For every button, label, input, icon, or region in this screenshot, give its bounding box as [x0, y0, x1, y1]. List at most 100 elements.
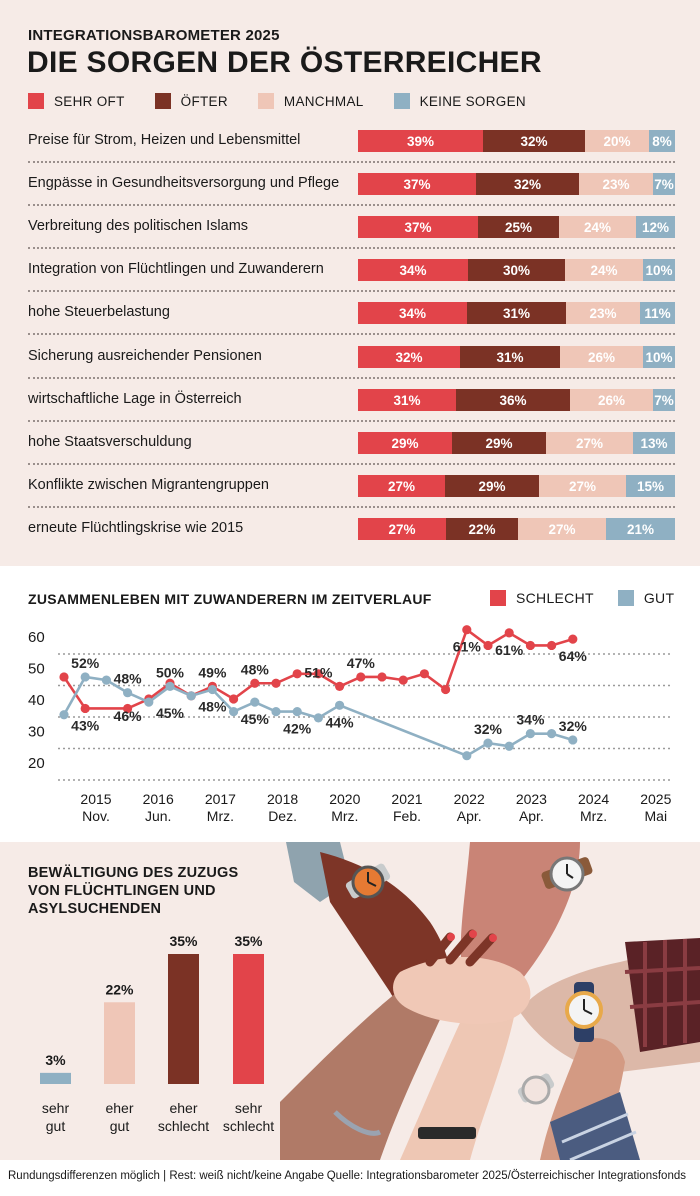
- bar-segment: 27%: [358, 475, 445, 497]
- coping-category-label: gut: [110, 1118, 130, 1134]
- row-divider: [28, 333, 675, 335]
- data-point: [101, 675, 111, 685]
- data-label: 34%: [516, 712, 545, 728]
- row-divider: [28, 420, 675, 422]
- concern-label: Konflikte zwischen Migrantengruppen: [28, 477, 269, 493]
- bar-segment: 27%: [539, 475, 626, 497]
- bar-segment: 15%: [626, 475, 675, 497]
- concern-row: Integration von Flüchtlingen und Zuwande…: [28, 259, 675, 283]
- x-tick-period: Feb.: [393, 808, 421, 824]
- data-point: [250, 678, 260, 688]
- x-tick-year: 2025: [640, 791, 671, 807]
- bar-segment: 27%: [546, 432, 633, 454]
- bar-segment: 27%: [358, 518, 446, 540]
- concern-bar: 27% 22% 27% 21%: [358, 518, 675, 540]
- bar-segment: 32%: [358, 346, 460, 368]
- data-label: 45%: [156, 705, 185, 721]
- row-divider: [28, 247, 675, 249]
- legend-swatch: [393, 93, 410, 109]
- sleeve-check-lines: [624, 939, 700, 1047]
- bar-segment: 10%: [643, 259, 675, 281]
- bar-segment: 8%: [649, 130, 675, 152]
- bar-segment: 32%: [483, 130, 585, 152]
- bar-segment: 23%: [566, 302, 640, 324]
- legend-swatch: [154, 93, 171, 109]
- bar-segment: 13%: [633, 432, 675, 454]
- data-label: 52%: [71, 655, 100, 671]
- legend-label: ÖFTER: [180, 93, 228, 109]
- data-point: [80, 703, 90, 714]
- footer-source: Quelle: Integrationsbarometer 2025/Öster…: [326, 1170, 686, 1182]
- row-divider: [28, 463, 675, 465]
- x-tick-year: 2016: [143, 791, 174, 807]
- hands-together-illustration: [280, 842, 700, 1160]
- coping-category-label: gut: [46, 1118, 66, 1134]
- legend-swatch: [28, 93, 44, 109]
- coping-chart: 3% sehr gut 22% eher gut 35% eher schlecht 35% seh…: [40, 933, 274, 1134]
- concern-label: hohe Steuerbelastung: [28, 304, 170, 320]
- data-point: [525, 640, 536, 651]
- nail-red: [489, 934, 497, 942]
- data-point: [229, 707, 239, 717]
- row-divider: [28, 506, 675, 508]
- concern-row: Engpässe in Gesundheitsversorgung und Pf…: [28, 173, 675, 197]
- legend-label: SEHR OFT: [54, 93, 125, 109]
- data-label: 64%: [559, 648, 588, 664]
- data-label: 48%: [198, 699, 227, 715]
- coping-value-label: 35%: [234, 933, 263, 949]
- data-label: 42%: [283, 721, 312, 737]
- data-point: [229, 694, 239, 704]
- coping-category-label: eher: [169, 1100, 197, 1116]
- x-tick-year: 2020: [329, 791, 360, 807]
- y-tick-label: 30: [28, 724, 45, 741]
- bar-segment: 26%: [560, 346, 643, 368]
- bar-segment: 37%: [358, 216, 478, 238]
- legend-swatch: [617, 590, 634, 606]
- data-point: [356, 672, 366, 682]
- x-tick-year: 2017: [205, 791, 236, 807]
- legend-swatch: [257, 93, 274, 109]
- watch-orange-icon: [345, 863, 391, 899]
- bar-segment: 26%: [570, 389, 653, 411]
- data-label: 45%: [241, 711, 270, 727]
- bar-segment: 34%: [358, 302, 467, 324]
- data-point: [398, 675, 408, 685]
- data-point: [123, 688, 133, 698]
- data-point: [80, 672, 90, 682]
- concern-label: erneute Flüchtlingskrise wie 2015: [28, 520, 244, 536]
- bar-segment: 24%: [559, 216, 636, 238]
- bar-segment: 7%: [653, 389, 675, 411]
- data-point: [292, 669, 302, 679]
- concern-label: Engpässe in Gesundheitsversorgung und Pf…: [28, 175, 340, 191]
- nail-red: [447, 933, 455, 941]
- data-point: [335, 700, 345, 710]
- data-label: 50%: [156, 664, 185, 680]
- bar-segment: 12%: [636, 216, 675, 238]
- data-point: [165, 681, 175, 691]
- concern-label: Sicherung ausreichender Pensionen: [28, 348, 262, 364]
- data-point: [483, 640, 493, 651]
- concern-label: Integration von Flüchtlingen und Zuwande…: [28, 261, 324, 277]
- bar-segment: 32%: [476, 173, 579, 195]
- data-point: [292, 707, 302, 717]
- data-point: [441, 684, 451, 695]
- bar-segment: 27%: [518, 518, 606, 540]
- bracelet-dark-icon: [418, 1127, 476, 1139]
- page-title: DIE SORGEN DER ÖSTERREICHER: [27, 46, 542, 79]
- data-point: [250, 697, 260, 707]
- x-tick-year: 2024: [578, 791, 609, 807]
- concern-label: hohe Staatsverschuldung: [28, 434, 192, 450]
- x-tick-period: Mrz.: [331, 808, 358, 824]
- timeline-section: 60 50 40 30 20 43% 46% 45% 49% 48% 51% 47% 61% 61% 64%…: [0, 566, 700, 842]
- data-label: 46%: [114, 708, 143, 724]
- data-point: [377, 672, 387, 682]
- bracelet-icon: [333, 1110, 382, 1136]
- coping-value-label: 35%: [169, 933, 198, 949]
- arm-bottom-light: [400, 991, 515, 1160]
- legend-item-schlecht: SCHLECHT: [490, 590, 594, 606]
- y-tick-label: 20: [28, 755, 45, 772]
- data-label: 44%: [326, 714, 355, 730]
- legend-item-sehr-oft: SEHR OFT: [28, 93, 125, 109]
- bar-segment: 29%: [358, 432, 452, 454]
- timeline-chart: 60 50 40 30 20 43% 46% 45% 49% 48% 51% 47% 61% 61% 64%…: [28, 625, 672, 824]
